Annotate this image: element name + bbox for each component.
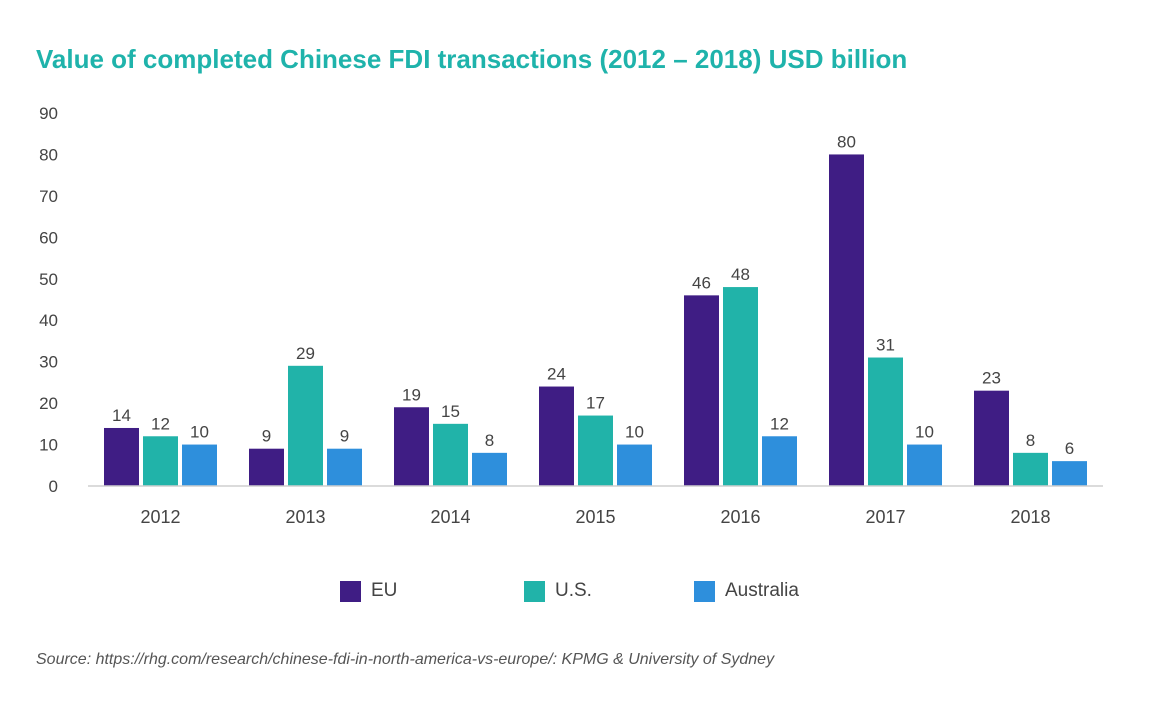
category-label-2017: 2017	[865, 507, 905, 527]
data-label-eu-2017: 80	[837, 132, 856, 151]
category-label-2015: 2015	[575, 507, 615, 527]
bar-australia-2018	[1052, 461, 1087, 486]
bar-australia-2015	[617, 444, 652, 486]
data-label-eu-2013: 9	[262, 427, 271, 446]
data-label-us-2016: 48	[731, 265, 750, 284]
bar-australia-2016	[762, 436, 797, 486]
bar-us-2016	[723, 287, 758, 486]
legend-swatch-us	[524, 580, 545, 602]
data-label-eu-2018: 23	[982, 369, 1001, 388]
legend-item-us: U.S.	[524, 580, 592, 602]
data-label-us-2017: 31	[876, 336, 895, 355]
data-label-us-2013: 29	[296, 344, 315, 363]
data-label-eu-2015: 24	[547, 365, 566, 384]
y-tick-label: 50	[39, 270, 58, 289]
y-tick-label: 20	[39, 394, 58, 413]
legend-swatch-eu	[340, 580, 361, 602]
category-label-2012: 2012	[140, 507, 180, 527]
data-label-australia-2018: 6	[1065, 439, 1074, 458]
data-labels: 14 12 10 9 29 9 19 15 8 24 17 10 46 48 12 80 31 10 23 8 6	[112, 132, 1074, 458]
bar-australia-2014	[472, 452, 507, 486]
bar-eu-2017	[829, 154, 864, 486]
bar-eu-2013	[249, 448, 284, 486]
data-label-eu-2014: 19	[402, 385, 421, 404]
legend-label-australia: Australia	[725, 580, 799, 601]
data-label-australia-2013: 9	[340, 427, 349, 446]
bar-us-2014	[433, 423, 468, 486]
data-label-australia-2014: 8	[485, 431, 494, 450]
y-axis-ticks: 0 10 20 30 40 50 60 70 80 90	[39, 104, 58, 496]
data-label-australia-2015: 10	[625, 423, 644, 442]
category-label-2013: 2013	[285, 507, 325, 527]
y-tick-label: 10	[39, 436, 58, 455]
bar-eu-2014	[394, 407, 429, 486]
y-tick-label: 70	[39, 187, 58, 206]
bar-eu-2012	[104, 427, 139, 486]
source-note: Source: https://rhg.com/research/chinese…	[36, 651, 775, 668]
chart-title: Value of completed Chinese FDI transacti…	[36, 44, 908, 74]
y-tick-label: 30	[39, 353, 58, 372]
y-tick-label: 0	[49, 477, 58, 496]
data-label-australia-2017: 10	[915, 423, 934, 442]
category-label-2014: 2014	[430, 507, 470, 527]
bar-us-2018	[1013, 452, 1048, 486]
bar-eu-2015	[539, 386, 574, 486]
legend-item-australia: Australia	[694, 580, 799, 602]
bar-australia-2013	[327, 448, 362, 486]
data-label-us-2014: 15	[441, 402, 460, 421]
bar-us-2017	[868, 357, 903, 486]
y-tick-label: 80	[39, 145, 58, 164]
data-label-eu-2012: 14	[112, 406, 131, 425]
bar-eu-2016	[684, 295, 719, 486]
legend-swatch-australia	[694, 580, 715, 602]
legend-item-eu: EU	[340, 580, 397, 602]
legend-label-eu: EU	[371, 580, 398, 601]
category-label-2018: 2018	[1010, 507, 1050, 527]
bar-us-2012	[143, 436, 178, 486]
bar-australia-2012	[182, 444, 217, 486]
data-label-australia-2016: 12	[770, 414, 789, 433]
data-label-us-2018: 8	[1026, 431, 1035, 450]
bar-australia-2017	[907, 444, 942, 486]
y-tick-label: 90	[39, 104, 58, 123]
y-tick-label: 40	[39, 311, 58, 330]
legend: EU U.S. Australia	[0, 580, 1160, 608]
data-label-australia-2012: 10	[190, 423, 209, 442]
bars	[104, 154, 1087, 486]
data-label-us-2015: 17	[586, 394, 605, 413]
x-axis-category-labels: 2012 2013 2014 2015 2016 2017 2018	[140, 507, 1050, 527]
bar-eu-2018	[974, 390, 1009, 486]
bar-us-2015	[578, 415, 613, 486]
bar-us-2013	[288, 365, 323, 486]
y-tick-label: 60	[39, 228, 58, 247]
data-label-eu-2016: 46	[692, 273, 711, 292]
legend-label-us: U.S.	[555, 580, 592, 601]
data-label-us-2012: 12	[151, 414, 170, 433]
category-label-2016: 2016	[720, 507, 760, 527]
